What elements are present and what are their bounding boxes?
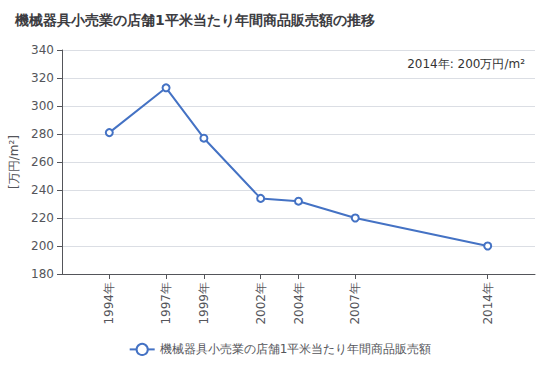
- svg-text:220: 220: [31, 211, 54, 225]
- svg-text:2004年: 2004年: [292, 282, 306, 325]
- svg-text:機械器具小売業の店舗1平米当たり年間商品販売額: 機械器具小売業の店舗1平米当たり年間商品販売額: [160, 342, 432, 356]
- svg-text:260: 260: [31, 155, 54, 169]
- svg-text:1999年: 1999年: [197, 282, 211, 325]
- svg-text:1994年: 1994年: [102, 282, 116, 325]
- svg-text:1997年: 1997年: [159, 282, 173, 325]
- svg-text:340: 340: [31, 43, 54, 57]
- svg-text:2002年: 2002年: [254, 282, 268, 325]
- svg-text:180: 180: [31, 267, 54, 281]
- svg-text:200: 200: [31, 239, 54, 253]
- svg-text:機械器具小売業の店舗1平米当たり年間商品販売額の推移: 機械器具小売業の店舗1平米当たり年間商品販売額の推移: [14, 12, 375, 28]
- svg-text:280: 280: [31, 127, 54, 141]
- svg-text:320: 320: [31, 71, 54, 85]
- svg-text:300: 300: [31, 99, 54, 113]
- svg-text:2014年: 200万円/m²: 2014年: 200万円/m²: [407, 57, 525, 71]
- svg-text:2007年: 2007年: [348, 282, 362, 325]
- svg-text:[万円/m²]: [万円/m²]: [7, 135, 21, 189]
- svg-text:240: 240: [31, 183, 54, 197]
- svg-text:2014年: 2014年: [481, 282, 495, 325]
